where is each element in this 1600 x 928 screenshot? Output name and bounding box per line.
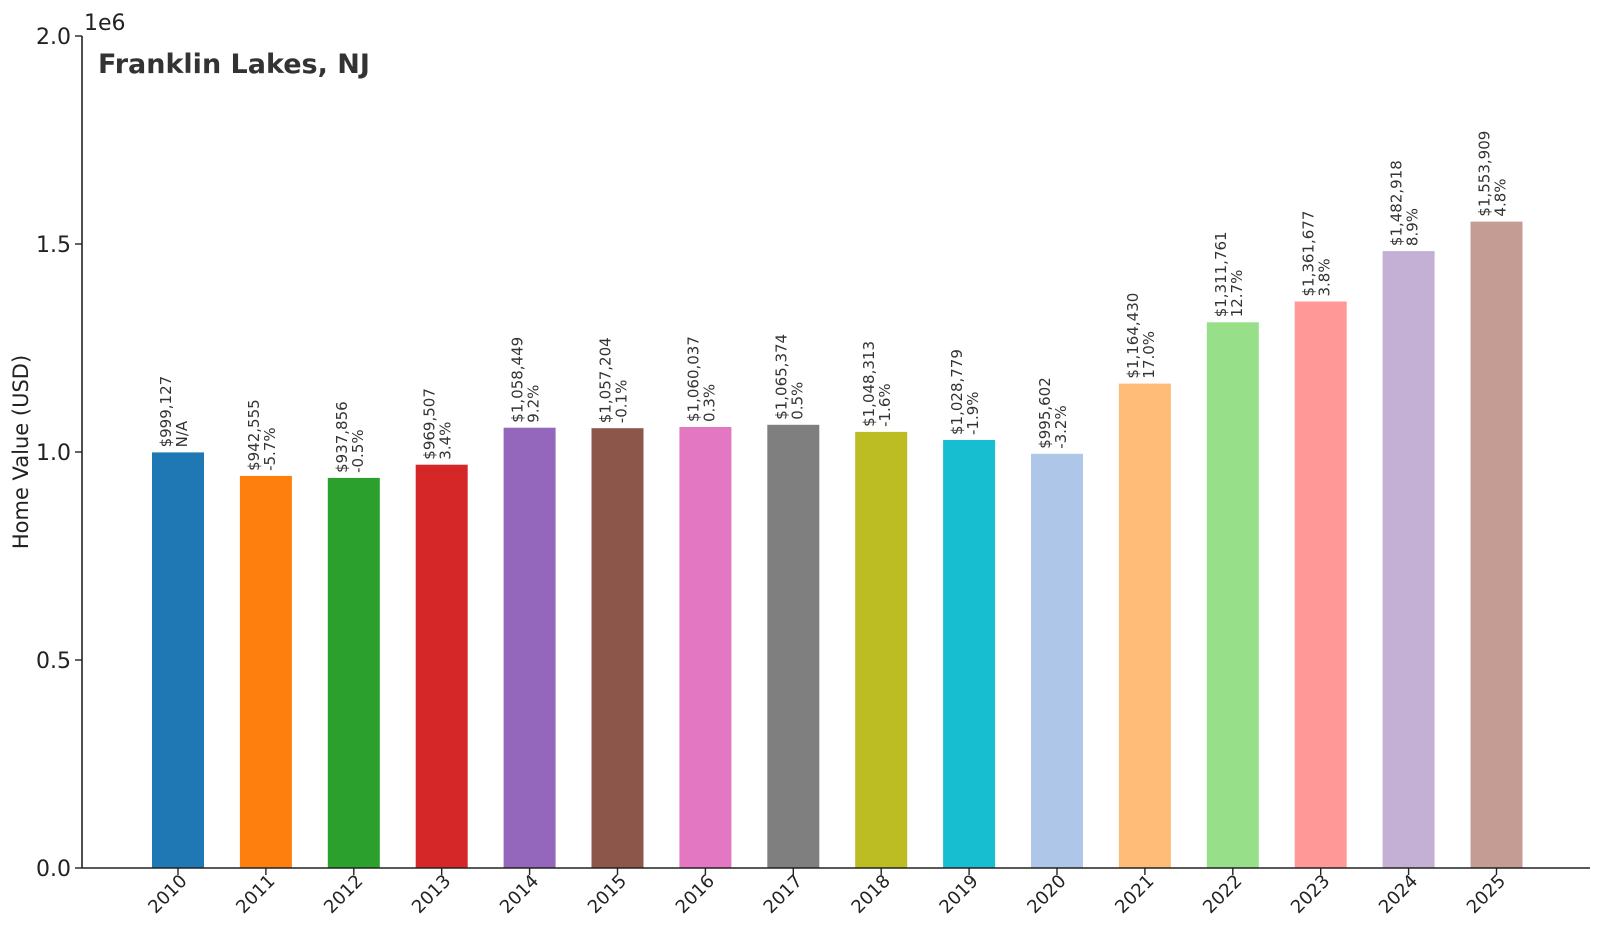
value-label: $937,856 bbox=[333, 401, 351, 473]
change-label: 12.7% bbox=[1228, 270, 1246, 318]
value-label: $995,602 bbox=[1036, 377, 1054, 449]
change-label: 8.9% bbox=[1404, 208, 1422, 246]
bar-2023 bbox=[1294, 301, 1347, 868]
change-label: -3.2% bbox=[1052, 405, 1070, 449]
x-tick-label-2021: 2021 bbox=[1111, 871, 1158, 918]
bar-2021 bbox=[1118, 383, 1171, 868]
bar-label-2013: $969,5073.4% bbox=[421, 388, 455, 460]
bar-label-2010: $999,127N/A bbox=[157, 376, 191, 448]
bar-2014 bbox=[503, 427, 556, 868]
change-label: 9.2% bbox=[525, 385, 543, 423]
bar-2017 bbox=[767, 424, 820, 868]
x-tick-label-2011: 2011 bbox=[232, 871, 279, 918]
x-tick-label-2018: 2018 bbox=[847, 871, 894, 918]
x-tick-label-2010: 2010 bbox=[144, 871, 191, 918]
bar-2016 bbox=[679, 427, 732, 868]
chart-title: Franklin Lakes, NJ bbox=[98, 49, 370, 80]
y-tick-label: 0.5 bbox=[36, 649, 71, 674]
x-tick-label-2023: 2023 bbox=[1287, 871, 1334, 918]
bar-label-2017: $1,065,3740.5% bbox=[772, 334, 806, 420]
value-label: $1,058,449 bbox=[509, 337, 527, 423]
y-tick-label: 1.0 bbox=[36, 441, 71, 466]
value-label: $942,555 bbox=[245, 399, 263, 471]
bar-2025 bbox=[1470, 221, 1523, 869]
bar-2020 bbox=[1031, 453, 1083, 868]
bar-label-2023: $1,361,6773.8% bbox=[1300, 211, 1334, 297]
change-label: 0.5% bbox=[788, 382, 806, 420]
bar-2013 bbox=[415, 464, 468, 868]
bar-2018 bbox=[855, 431, 908, 868]
x-tick-label-2025: 2025 bbox=[1463, 871, 1510, 918]
y-ticks: 0.0 0.5 1.0 1.5 2.0 bbox=[36, 25, 82, 882]
bar-label-2015: $1,057,204-0.1% bbox=[597, 337, 631, 423]
x-tick-label-2013: 2013 bbox=[408, 871, 455, 918]
change-label: -5.7% bbox=[261, 427, 279, 471]
x-tick-label-2019: 2019 bbox=[935, 871, 982, 918]
change-label: -1.9% bbox=[964, 391, 982, 435]
y-offset-text: 1e6 bbox=[84, 11, 126, 36]
bar-2011 bbox=[239, 475, 292, 868]
change-label: 17.0% bbox=[1140, 331, 1158, 379]
change-label: 3.8% bbox=[1316, 258, 1334, 296]
x-tick-label-2024: 2024 bbox=[1375, 871, 1422, 918]
bar-2015 bbox=[591, 428, 644, 868]
bar-label-2022: $1,311,76112.7% bbox=[1212, 231, 1246, 317]
bar-2019 bbox=[943, 440, 996, 868]
value-label: $969,507 bbox=[421, 388, 439, 460]
bar-annotations: $999,127N/A $942,555-5.7% $937,856-0.5% $96… bbox=[157, 131, 1510, 473]
x-tick-label-2016: 2016 bbox=[672, 871, 719, 918]
change-label: -0.5% bbox=[349, 429, 367, 473]
x-tick-label-2012: 2012 bbox=[320, 871, 367, 918]
change-label: -1.6% bbox=[876, 383, 894, 427]
value-label: $1,048,313 bbox=[860, 341, 878, 427]
bar-2010 bbox=[152, 452, 204, 868]
y-tick-label: 1.5 bbox=[36, 233, 71, 258]
bar-2012 bbox=[327, 477, 380, 868]
y-axis-label: Home Value (USD) bbox=[9, 355, 33, 549]
value-label: $1,057,204 bbox=[597, 337, 615, 423]
y-tick-label: 2.0 bbox=[36, 25, 71, 50]
change-label: 3.4% bbox=[437, 422, 455, 460]
value-label: $1,164,430 bbox=[1124, 293, 1142, 379]
x-ticks: 2010 2011 2012 2013 2014 2015 2016 2017 2018 2019… bbox=[144, 868, 1510, 918]
bar-label-2014: $1,058,4499.2% bbox=[509, 337, 543, 423]
change-label: N/A bbox=[173, 420, 191, 447]
bar-2022 bbox=[1206, 322, 1259, 868]
bar-label-2024: $1,482,9188.9% bbox=[1388, 160, 1422, 246]
x-tick-label-2015: 2015 bbox=[584, 871, 631, 918]
x-tick-label-2017: 2017 bbox=[760, 871, 807, 918]
value-label: $1,065,374 bbox=[772, 334, 790, 420]
x-tick-label-2020: 2020 bbox=[1023, 871, 1070, 918]
value-label: $1,482,918 bbox=[1388, 160, 1406, 246]
bar-label-2019: $1,028,779-1.9% bbox=[948, 349, 982, 435]
bar-label-2012: $937,856-0.5% bbox=[333, 401, 367, 473]
value-label: $1,553,909 bbox=[1476, 131, 1494, 217]
bar-label-2021: $1,164,43017.0% bbox=[1124, 293, 1158, 379]
bar-label-2018: $1,048,313-1.6% bbox=[860, 341, 894, 427]
change-label: 0.3% bbox=[700, 384, 718, 422]
y-tick-label: 0.0 bbox=[36, 857, 71, 882]
value-label: $1,311,761 bbox=[1212, 231, 1230, 317]
change-label: 4.8% bbox=[1492, 178, 1510, 216]
x-tick-label-2022: 2022 bbox=[1199, 871, 1246, 918]
bars bbox=[152, 221, 1523, 869]
change-label: -0.1% bbox=[613, 380, 631, 424]
value-label: $1,361,677 bbox=[1300, 211, 1318, 297]
bar-label-2025: $1,553,9094.8% bbox=[1476, 131, 1510, 217]
value-label: $999,127 bbox=[157, 376, 175, 448]
bar-2024 bbox=[1382, 251, 1435, 869]
bar-label-2011: $942,555-5.7% bbox=[245, 399, 279, 471]
bar-label-2016: $1,060,0370.3% bbox=[684, 336, 718, 422]
axes bbox=[81, 36, 1590, 869]
value-label: $1,060,037 bbox=[684, 336, 702, 422]
bar-label-2020: $995,602-3.2% bbox=[1036, 377, 1070, 449]
value-label: $1,028,779 bbox=[948, 349, 966, 435]
x-tick-label-2014: 2014 bbox=[496, 871, 543, 918]
